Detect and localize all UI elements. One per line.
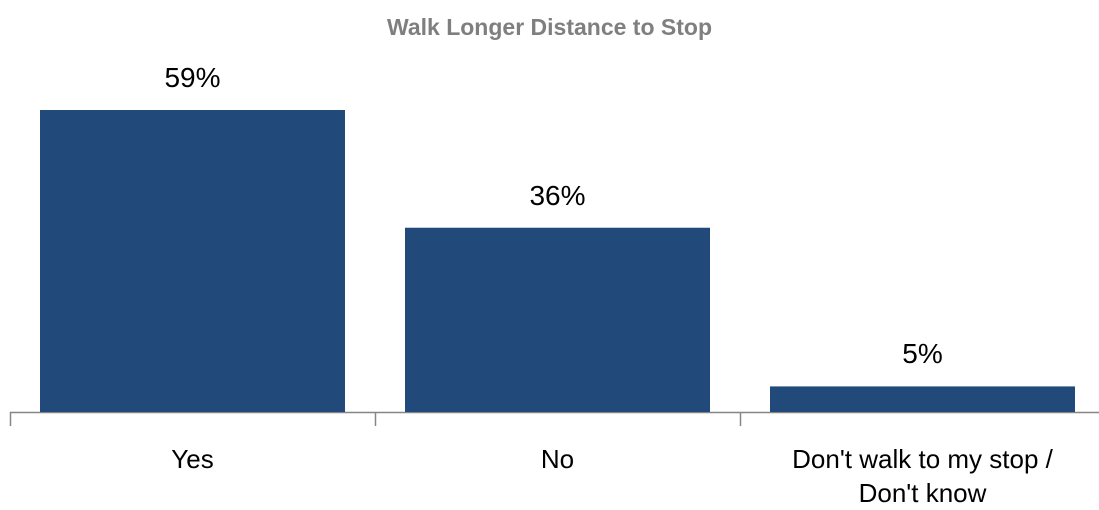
data-label: 36% bbox=[529, 179, 586, 211]
bar bbox=[40, 110, 345, 412]
x-tick-label: Yes bbox=[171, 444, 214, 474]
bar bbox=[405, 227, 710, 412]
data-label: 59% bbox=[164, 62, 221, 93]
x-tick-label: Don't walk to my stop / Don't know bbox=[792, 444, 1053, 508]
chart-title: Walk Longer Distance to Stop bbox=[386, 14, 712, 40]
data-label: 5% bbox=[902, 338, 943, 370]
x-tick-label: No bbox=[540, 444, 575, 474]
bar bbox=[770, 386, 1075, 412]
